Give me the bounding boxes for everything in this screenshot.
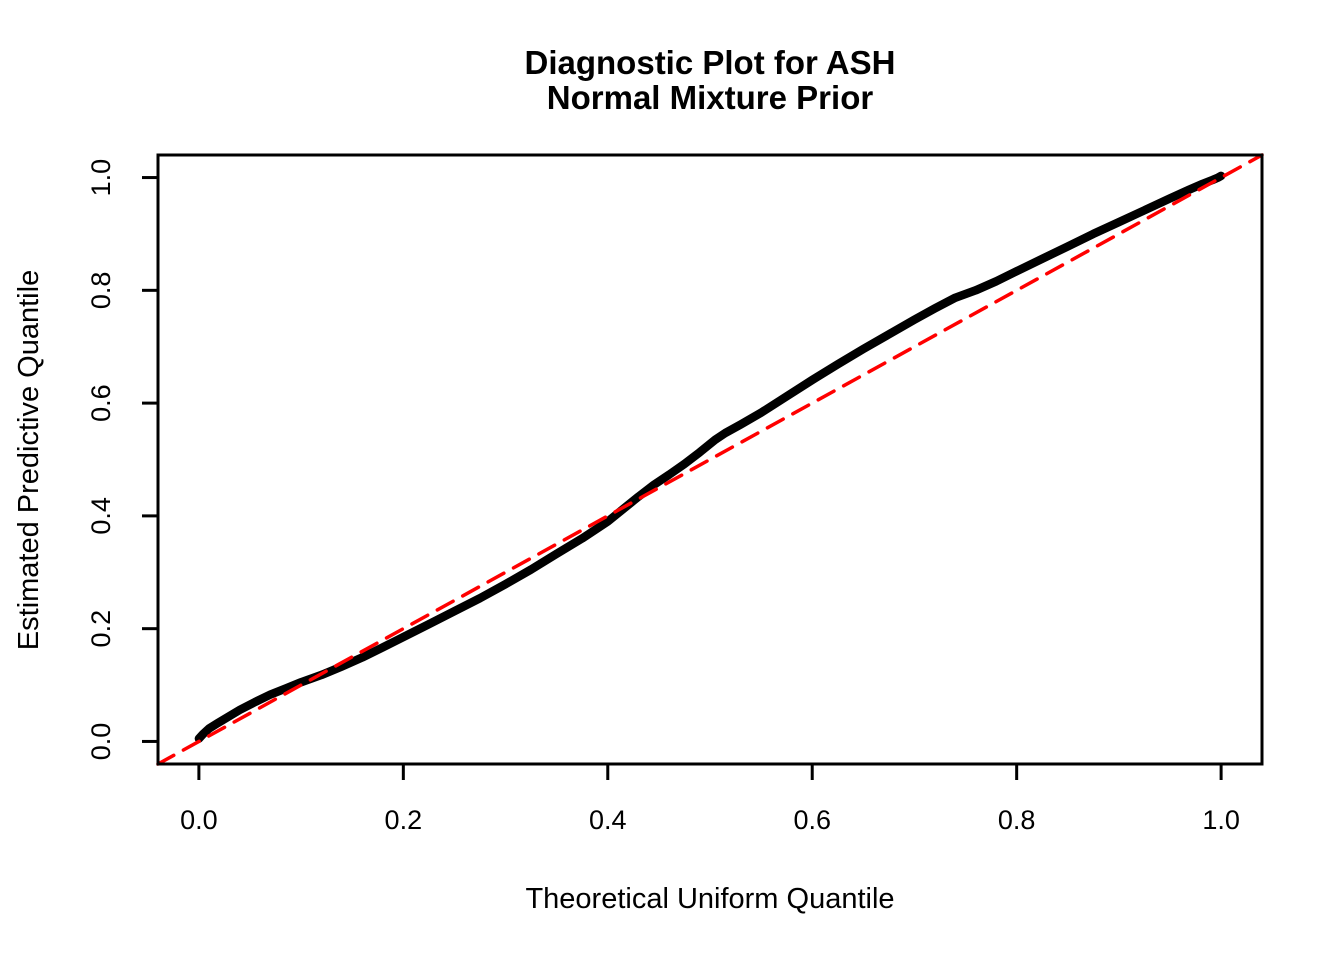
- x-tick-label: 0.4: [589, 805, 627, 835]
- y-tick-label: 1.0: [86, 159, 116, 197]
- x-tick-label: 0.6: [793, 805, 831, 835]
- y-tick-label: 0.6: [86, 384, 116, 422]
- quantile-curve: [194, 171, 1226, 743]
- x-tick-label: 1.0: [1202, 805, 1240, 835]
- series-layer: [156, 153, 1264, 766]
- plot-border-box: [156, 153, 1264, 766]
- y-axis-title: Estimated Predictive Quantile: [13, 270, 45, 650]
- x-tick-label: 0.0: [180, 805, 218, 835]
- axis-layer: 0.0 0.2 0.4 0.6 0.8 1.0 0.0 0.2 0.4 0.6 0.8 1.0: [86, 159, 1240, 835]
- x-tick-label: 0.2: [385, 805, 423, 835]
- y-tick-label: 0.0: [86, 723, 116, 761]
- y-tick-label: 0.2: [86, 610, 116, 648]
- y-tick-label: 0.8: [86, 272, 116, 310]
- identity-reference-line: [156, 153, 1264, 766]
- y-tick-label: 0.4: [86, 497, 116, 535]
- x-axis-title: Theoretical Uniform Quantile: [525, 883, 894, 915]
- chart-title-line1: Diagnostic Plot for ASH: [525, 44, 896, 81]
- chart-title-line2: Normal Mixture Prior: [547, 79, 874, 116]
- x-tick-label: 0.8: [998, 805, 1036, 835]
